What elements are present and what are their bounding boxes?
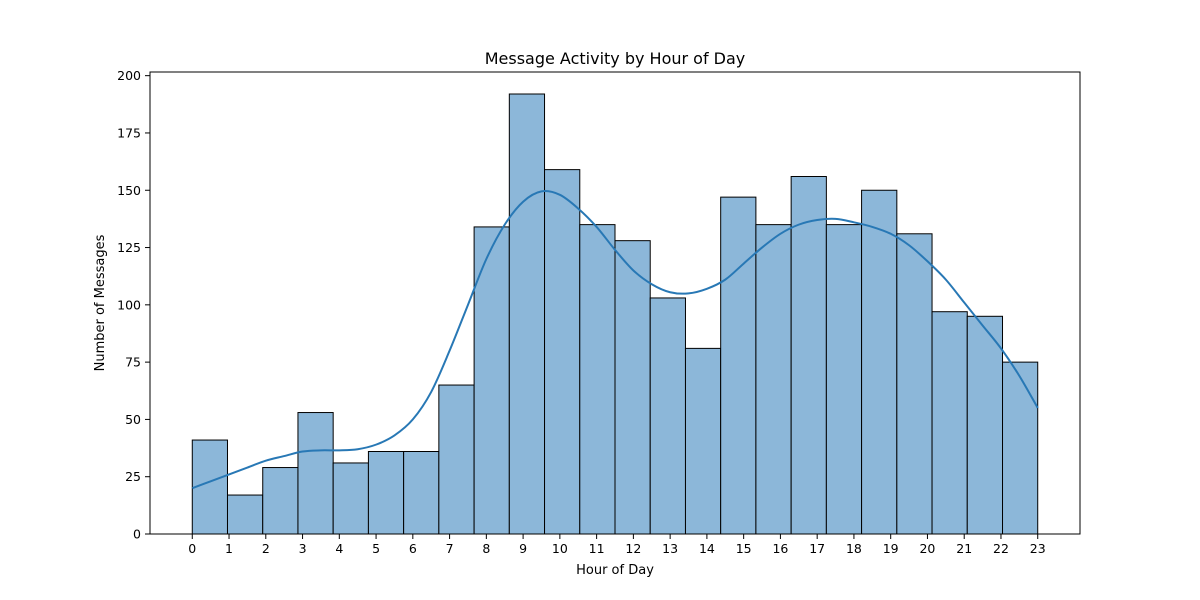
x-tick-label-4: 4 (335, 541, 343, 556)
histogram-bar-3 (297, 412, 334, 535)
histogram-bar-14 (684, 347, 722, 535)
x-tick-label-2: 2 (262, 541, 270, 556)
y-tick-label-4: 100 (117, 297, 141, 312)
x-tick-label-0: 0 (188, 541, 196, 556)
y-tick-label-0: 0 (133, 527, 141, 542)
x-tick-label-10: 10 (552, 541, 568, 556)
x-tick-label-5: 5 (372, 541, 380, 556)
x-tick-label-20: 20 (919, 541, 935, 556)
histogram-bar-2 (262, 467, 299, 535)
x-tick-label-7: 7 (446, 541, 454, 556)
x-tick-label-12: 12 (625, 541, 641, 556)
x-tick-label-11: 11 (589, 541, 605, 556)
x-tick-label-13: 13 (662, 541, 678, 556)
histogram-bar-18 (825, 224, 863, 535)
histogram-bar-13 (649, 297, 686, 535)
x-tick-label-22: 22 (993, 541, 1009, 556)
bars-group (191, 93, 1039, 535)
y-axis-ticks: 0 25 50 75 100 125 150 175 200 (117, 68, 150, 542)
histogram-bar-23 (1002, 361, 1039, 535)
histogram-bar-20 (896, 233, 933, 535)
x-tick-label-15: 15 (736, 541, 752, 556)
x-tick-label-1: 1 (225, 541, 233, 556)
kde-line (191, 190, 1039, 490)
x-tick-label-19: 19 (883, 541, 899, 556)
histogram-bar-7 (438, 384, 475, 535)
histogram-bar-12 (614, 240, 651, 535)
histogram-bar-5 (367, 451, 405, 535)
x-axis-ticks: 0 1 2 3 4 5 6 7 8 9 10 11 12 13 14 15 16 17 18 19 20 21 22 23 (188, 534, 1046, 556)
y-tick-label-2: 50 (125, 412, 141, 427)
histogram-bar-8 (473, 226, 510, 535)
y-tick-label-7: 175 (117, 125, 141, 140)
histogram-bar-21 (931, 311, 968, 535)
y-tick-label-5: 125 (117, 240, 141, 255)
x-tick-label-23: 23 (1030, 541, 1046, 556)
histogram-bar-4 (332, 462, 369, 535)
histogram-bar-11 (579, 224, 616, 535)
y-axis-label: Number of Messages (93, 234, 108, 371)
y-tick-label-6: 150 (117, 183, 141, 198)
y-tick-label-3: 75 (125, 355, 141, 370)
histogram-bar-9 (508, 93, 546, 535)
x-tick-label-17: 17 (809, 541, 825, 556)
chart-title: Message Activity by Hour of Day (485, 49, 746, 68)
plot-frame (149, 71, 1081, 535)
histogram-bar-22 (966, 315, 1004, 535)
histogram-bar-16 (755, 224, 792, 535)
histogram-bar-15 (720, 196, 757, 535)
x-tick-label-9: 9 (519, 541, 527, 556)
histogram-bar-1 (226, 494, 264, 535)
y-tick-label-1: 25 (125, 469, 141, 484)
x-tick-label-3: 3 (299, 541, 307, 556)
x-tick-label-8: 8 (482, 541, 490, 556)
x-tick-label-18: 18 (846, 541, 862, 556)
x-tick-label-6: 6 (409, 541, 417, 556)
x-tick-label-16: 16 (772, 541, 788, 556)
histogram-bar-19 (861, 189, 898, 535)
x-tick-label-14: 14 (699, 541, 715, 556)
histogram-bar-10 (544, 169, 581, 535)
x-tick-label-21: 21 (956, 541, 972, 556)
histogram-bar-17 (790, 176, 827, 535)
y-tick-label-8: 200 (117, 68, 141, 83)
histogram-bar-6 (403, 451, 440, 535)
x-axis-label: Hour of Day (576, 563, 654, 578)
